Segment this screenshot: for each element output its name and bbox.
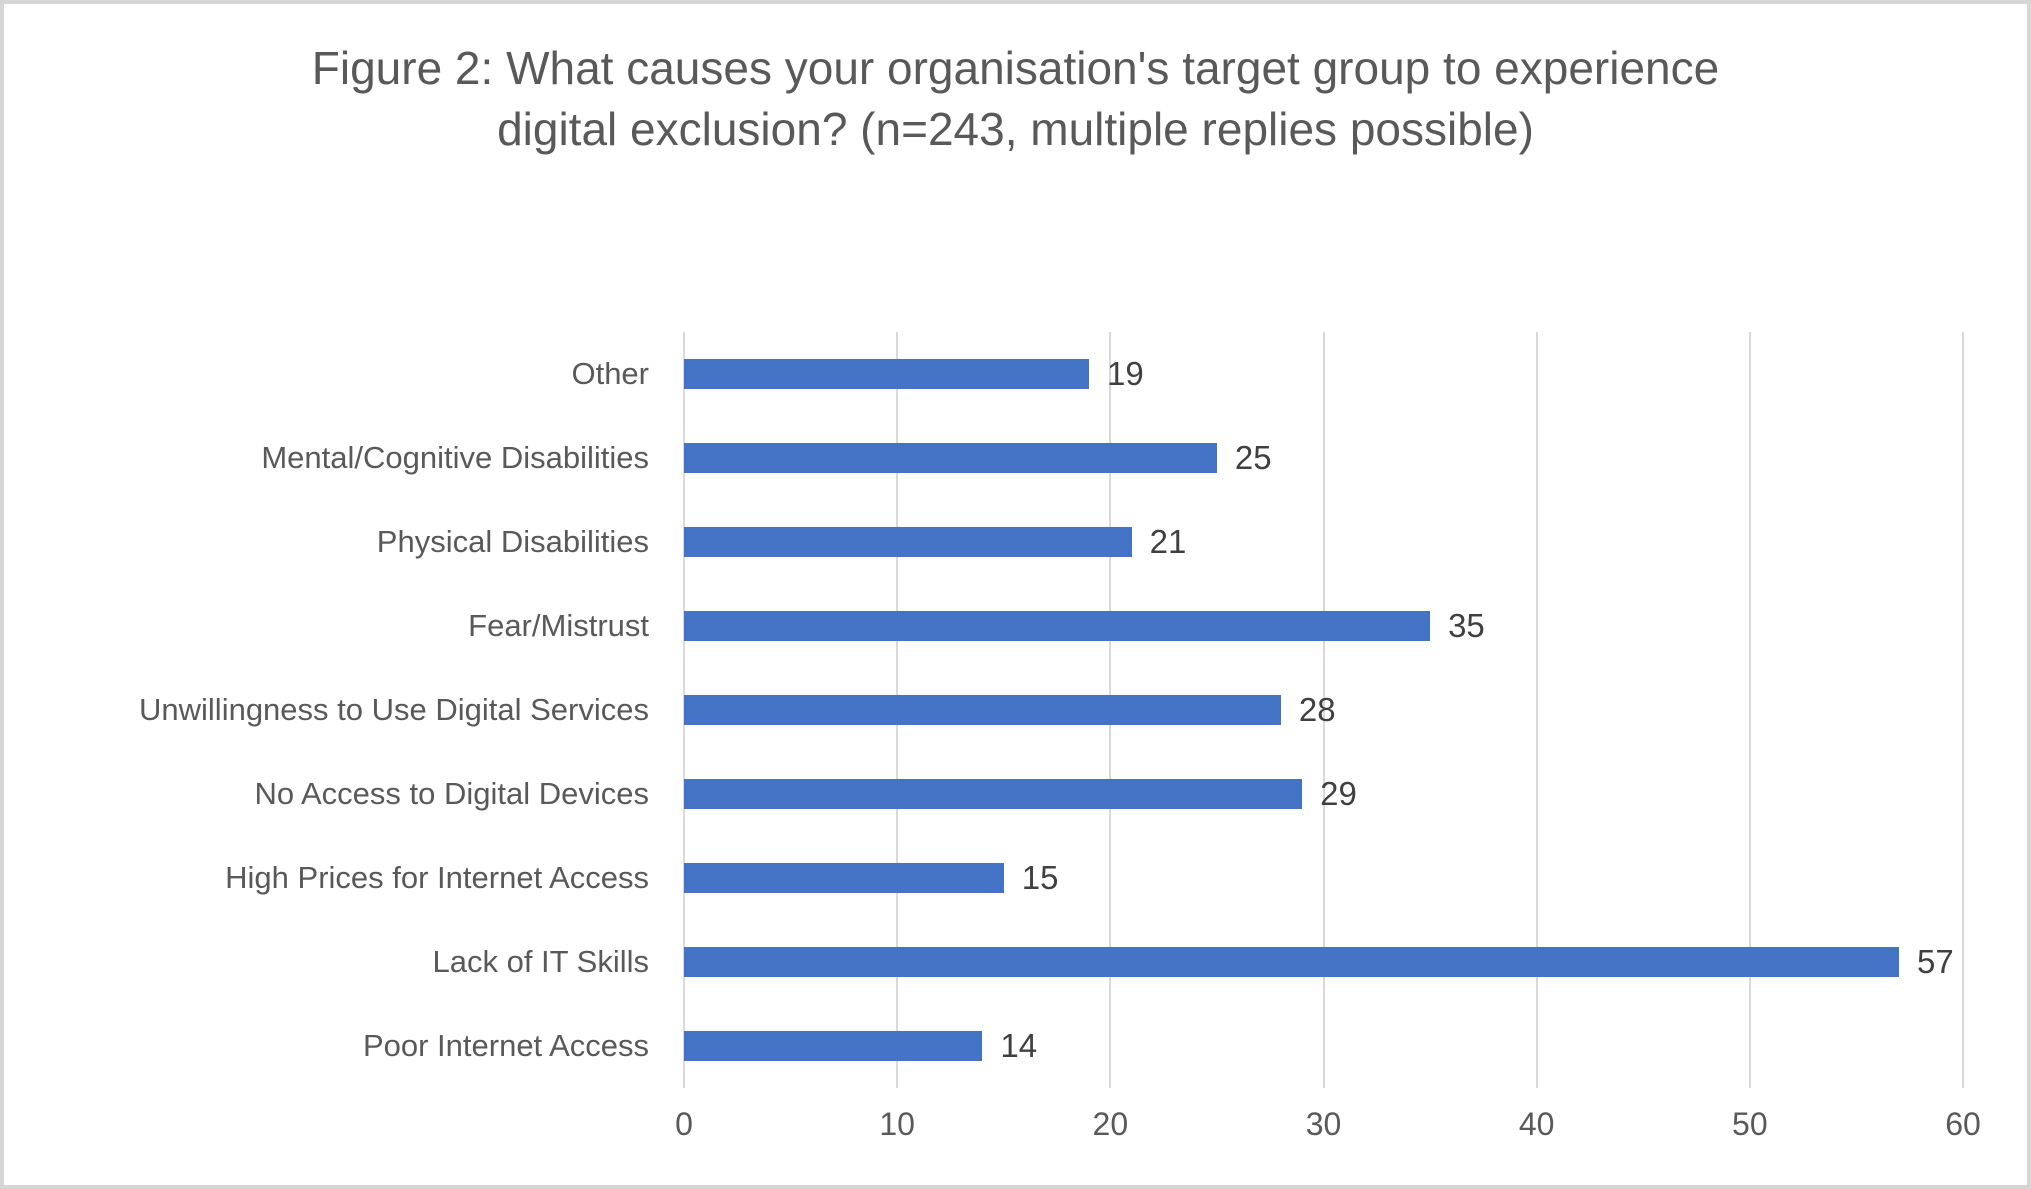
- bar-row: 28: [684, 668, 1963, 752]
- bar-row: 15: [684, 836, 1963, 920]
- bar: [684, 863, 1004, 893]
- x-axis: 0 10 20 30 40 50 60: [675, 1106, 1981, 1156]
- x-tick-label: 0: [675, 1106, 693, 1142]
- bar: [684, 527, 1132, 557]
- value-label: 57: [1917, 943, 1954, 980]
- x-tick-label: 20: [1092, 1106, 1129, 1142]
- category-label: Lack of IT Skills: [432, 944, 649, 979]
- bar-row: 25: [684, 416, 1963, 500]
- category-label: High Prices for Internet Access: [225, 860, 649, 895]
- bar: [684, 1031, 983, 1061]
- value-label: 35: [1448, 607, 1485, 644]
- gridline: [1962, 332, 1964, 1088]
- bar-row: 35: [684, 584, 1963, 668]
- plot-area: 19 25 21 35 28 29 15 57 14: [683, 332, 1964, 1088]
- gridline: [1535, 332, 1538, 1088]
- chart-title: Figure 2: What causes your organisation'…: [311, 42, 1720, 155]
- category-label: Poor Internet Access: [362, 1028, 649, 1063]
- value-label: 29: [1320, 775, 1357, 812]
- category-label: Mental/Cognitive Disabilities: [261, 440, 649, 475]
- gridline: [1322, 332, 1325, 1088]
- bar: [684, 359, 1090, 389]
- category-label: Unwillingness to Use Digital Services: [139, 692, 649, 727]
- category-axis: Other Mental/Cognitive Disabilities Physic…: [4, 332, 649, 1088]
- value-label: 15: [1021, 859, 1059, 896]
- value-label: 25: [1234, 439, 1272, 476]
- bar: [684, 611, 1431, 641]
- x-tick-label: 40: [1518, 1106, 1555, 1142]
- bar-row: 21: [684, 500, 1963, 584]
- value-label: 14: [1000, 1027, 1038, 1064]
- value-label: 21: [1149, 523, 1187, 560]
- x-tick-label: 30: [1305, 1106, 1342, 1142]
- category-label: No Access to Digital Devices: [254, 776, 649, 811]
- value-label: 19: [1107, 355, 1144, 392]
- bar: [684, 695, 1281, 725]
- bar-row: 19: [684, 332, 1963, 416]
- x-tick-label: 60: [1945, 1106, 1981, 1142]
- value-label: 28: [1298, 691, 1336, 728]
- bar: [684, 779, 1303, 809]
- bar: [684, 947, 1900, 977]
- category-label: Physical Disabilities: [376, 524, 649, 559]
- bar: [684, 443, 1217, 473]
- x-tick-label: 10: [879, 1106, 915, 1142]
- category-label: Other: [571, 356, 649, 391]
- gridline: [1748, 332, 1751, 1088]
- bar-row: 14: [684, 1004, 1963, 1088]
- bar-row: 57: [684, 920, 1963, 1004]
- x-tick-label: 50: [1732, 1106, 1768, 1142]
- category-label: Fear/Mistrust: [468, 608, 649, 643]
- bar-row: 29: [684, 752, 1963, 836]
